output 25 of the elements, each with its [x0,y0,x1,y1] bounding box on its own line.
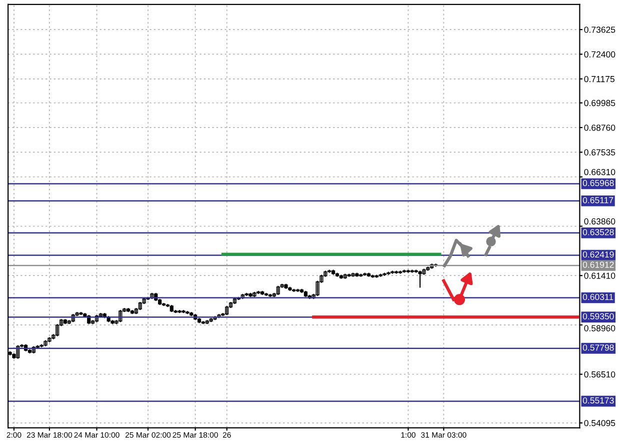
y-tick-label: 0.66310 [584,168,616,176]
candlestick [284,283,288,290]
ref-line-label: 0.59350 [582,313,614,320]
ref-line-label: 0.55173 [582,397,614,404]
y-tick-label: 0.54095 [584,420,616,426]
candlestick [182,309,186,314]
y-tick-label: 0.67535 [584,149,616,156]
ref-line-label: 0.62419 [582,251,614,258]
ref-line-label: 0.65117 [582,197,614,204]
ref-line-label: 0.60311 [582,294,614,300]
ref-line-label: 0.57798 [582,344,614,351]
y-tick-label: 0.58960 [584,325,616,332]
y-tick-label: 0.71175 [584,76,614,82]
candlestick [252,291,256,298]
y-tick-label: 0.69985 [584,100,616,106]
ref-line-label: 0.61912 [582,262,614,268]
y-tick-label: 0.63860 [584,218,616,224]
candlestick [79,311,83,316]
ref-line-label: 0.63528 [582,229,614,236]
y-tick-label: 0.56510 [584,371,616,378]
y-tick-label: 0.73625 [584,26,616,33]
y-tick-label: 0.72400 [584,51,616,58]
y-tick-label: 0.61410 [584,272,616,279]
ref-line-label: 0.65968 [582,180,614,186]
y-tick-label: 0.68760 [584,124,616,131]
